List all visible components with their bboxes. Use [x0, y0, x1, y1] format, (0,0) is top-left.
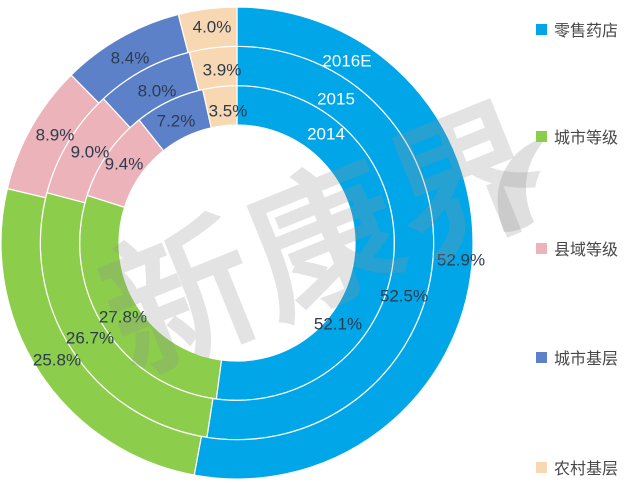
ring-year-label-2016E: 2016E	[322, 52, 371, 71]
data-label-2014-0: 52.1%	[314, 315, 362, 334]
data-label-2015-4: 3.9%	[203, 61, 242, 80]
data-label-2014-2: 9.4%	[105, 155, 144, 174]
data-label-2016E-2: 8.9%	[36, 126, 75, 145]
data-label-2014-3: 7.2%	[157, 112, 196, 131]
data-label-2016E-3: 8.4%	[111, 49, 150, 68]
data-label-2014-1: 27.8%	[99, 308, 147, 327]
donut-segment-2016E-0	[193, 6, 474, 480]
data-label-2015-1: 26.7%	[66, 329, 114, 348]
ring-year-label-2015: 2015	[317, 90, 355, 109]
data-label-2016E-1: 25.8%	[33, 351, 81, 370]
ring-year-label-2014: 2014	[307, 125, 345, 144]
data-label-2015-0: 52.5%	[380, 287, 428, 306]
data-label-2015-3: 8.0%	[138, 82, 177, 101]
data-label-2015-2: 9.0%	[71, 143, 110, 162]
data-label-2016E-0: 52.9%	[437, 251, 485, 270]
data-label-2014-4: 3.5%	[209, 102, 248, 121]
donut-segment-2016E-4	[177, 6, 238, 54]
data-label-2016E-4: 4.0%	[193, 18, 232, 37]
